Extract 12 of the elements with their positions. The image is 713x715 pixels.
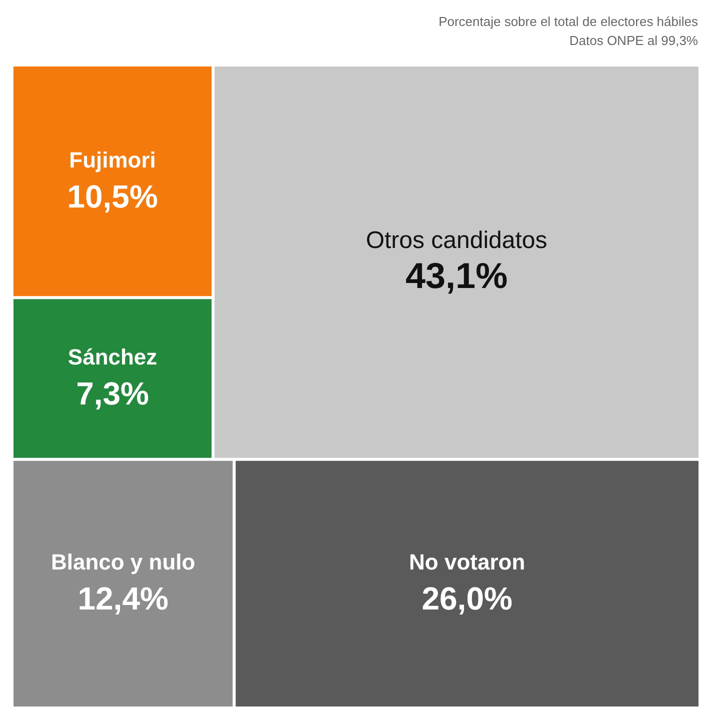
- data-label: 12,4%: [78, 580, 168, 617]
- category-label: No votaron: [409, 550, 526, 575]
- text: Datos ONPE al 99,3%: [569, 33, 698, 48]
- category-label: Blanco y nulo: [50, 550, 196, 575]
- data-label: 26,0%: [422, 580, 512, 617]
- category-label: Sánchez: [68, 344, 158, 370]
- data-label: 10,5%: [67, 178, 158, 214]
- data-label: 43,1%: [406, 255, 508, 296]
- text: Porcentaje sobre el total de electores hábiles: [438, 14, 698, 29]
- category-label: Fujimori: [69, 147, 156, 172]
- category-label: Otros candidatos: [366, 227, 548, 254]
- data-label: 7,3%: [76, 375, 150, 412]
